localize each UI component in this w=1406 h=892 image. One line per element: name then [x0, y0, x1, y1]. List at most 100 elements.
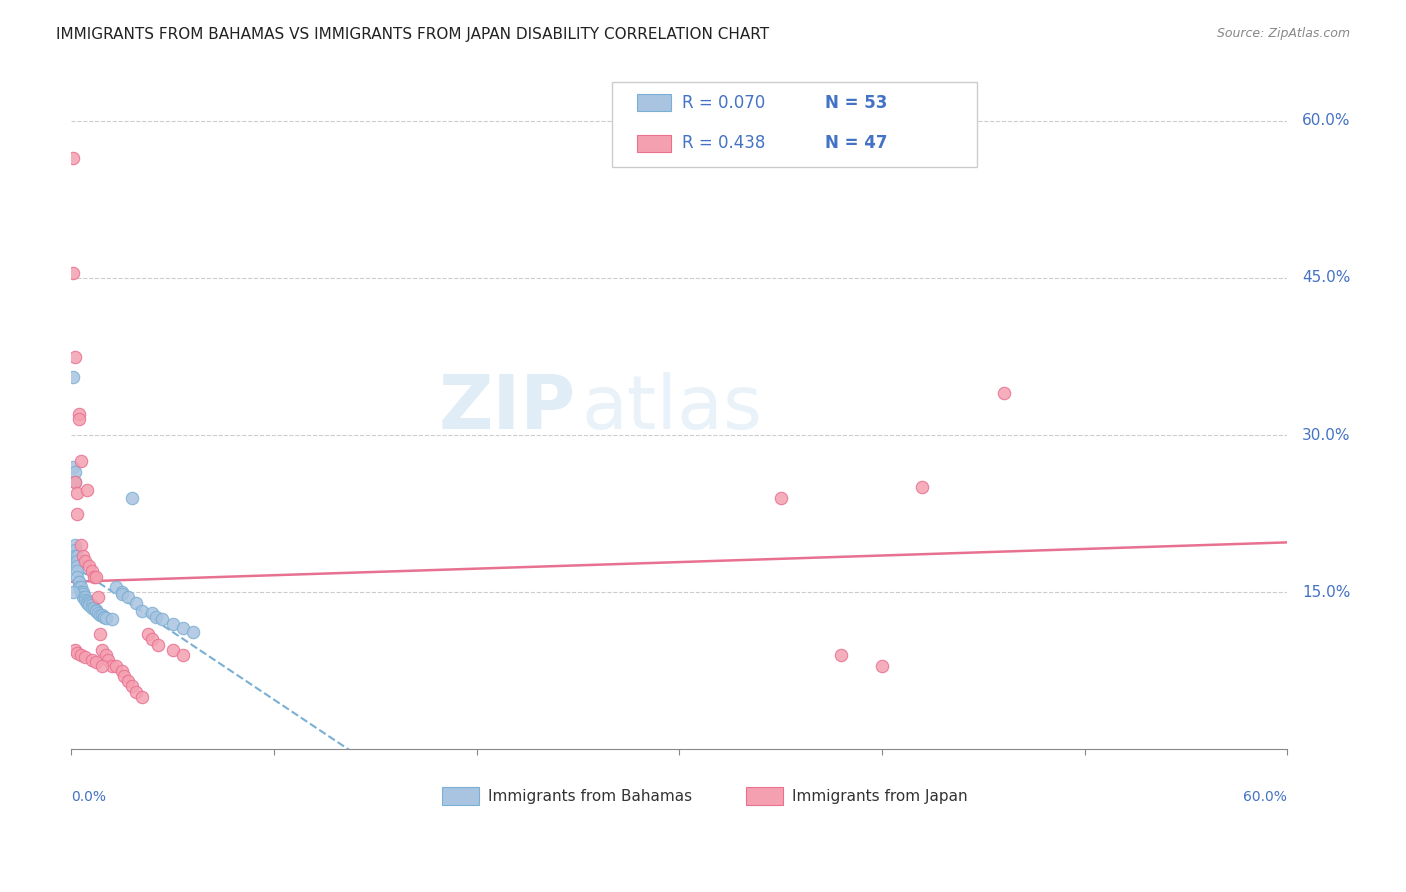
Point — [90, 642, 112, 657]
Text: 60.0%: 60.0% — [1243, 790, 1288, 805]
Point — [93, 610, 115, 624]
Point — [66, 554, 89, 568]
Point — [86, 591, 108, 605]
Text: R = 0.070: R = 0.070 — [682, 94, 765, 112]
Point — [131, 690, 153, 704]
Point — [70, 454, 93, 468]
Text: 15.0%: 15.0% — [1302, 585, 1350, 599]
Point — [97, 653, 120, 667]
Point — [65, 642, 87, 657]
Point — [65, 549, 87, 563]
Text: 60.0%: 60.0% — [1302, 113, 1350, 128]
Point — [66, 569, 89, 583]
Point — [75, 592, 97, 607]
Point — [66, 564, 89, 578]
Point — [76, 596, 98, 610]
Point — [70, 580, 93, 594]
Point — [72, 591, 94, 605]
Point — [111, 664, 134, 678]
Point — [70, 585, 93, 599]
Point — [162, 642, 184, 657]
Point — [76, 483, 98, 497]
Text: 0.0%: 0.0% — [72, 790, 107, 805]
Point — [62, 370, 84, 384]
Point — [84, 603, 107, 617]
Point — [181, 625, 204, 640]
Point — [100, 612, 122, 626]
Point — [145, 610, 167, 624]
Point — [112, 669, 135, 683]
Point — [830, 648, 852, 662]
Point — [117, 591, 139, 605]
Text: Immigrants from Bahamas: Immigrants from Bahamas — [488, 789, 692, 804]
Point — [152, 612, 174, 626]
Point — [111, 587, 134, 601]
Point — [117, 674, 139, 689]
Point — [65, 475, 87, 490]
Point — [136, 627, 159, 641]
Point — [80, 598, 103, 612]
Point — [62, 459, 84, 474]
Point — [911, 480, 934, 494]
FancyBboxPatch shape — [613, 82, 977, 167]
FancyBboxPatch shape — [637, 95, 671, 112]
Point — [62, 585, 84, 599]
Point — [79, 559, 101, 574]
Point — [66, 485, 89, 500]
Point — [66, 646, 89, 660]
Text: R = 0.438: R = 0.438 — [682, 134, 765, 152]
Point — [67, 412, 90, 426]
Point — [62, 266, 84, 280]
Point — [100, 658, 122, 673]
Point — [65, 538, 87, 552]
Text: 45.0%: 45.0% — [1302, 270, 1350, 285]
Point — [86, 606, 108, 620]
Point — [72, 587, 94, 601]
Point — [141, 606, 163, 620]
Point — [162, 616, 184, 631]
Point — [65, 475, 87, 490]
Point — [84, 656, 107, 670]
Point — [80, 653, 103, 667]
Point — [141, 632, 163, 647]
Point — [66, 507, 89, 521]
Point — [84, 604, 107, 618]
Text: Immigrants from Japan: Immigrants from Japan — [793, 789, 967, 804]
Point — [80, 601, 103, 615]
Point — [125, 596, 148, 610]
Point — [172, 648, 194, 662]
Text: ZIP: ZIP — [439, 373, 576, 445]
Point — [94, 648, 117, 662]
Point — [72, 549, 94, 563]
Point — [90, 608, 112, 623]
Point — [70, 585, 93, 599]
Point — [67, 580, 90, 594]
FancyBboxPatch shape — [747, 788, 783, 805]
Point — [66, 559, 89, 574]
Point — [121, 680, 143, 694]
Point — [67, 407, 90, 421]
Point — [172, 621, 194, 635]
Point — [121, 491, 143, 505]
Point — [104, 658, 127, 673]
Point — [75, 554, 97, 568]
Point — [125, 684, 148, 698]
FancyBboxPatch shape — [637, 135, 671, 152]
Point — [65, 543, 87, 558]
Point — [94, 611, 117, 625]
Text: Source: ZipAtlas.com: Source: ZipAtlas.com — [1216, 27, 1350, 40]
Point — [89, 608, 111, 623]
Point — [70, 648, 93, 662]
Point — [870, 658, 893, 673]
Point — [72, 585, 94, 599]
Point — [75, 650, 97, 665]
Point — [83, 569, 105, 583]
Point — [62, 151, 84, 165]
Text: 30.0%: 30.0% — [1302, 427, 1350, 442]
Point — [104, 580, 127, 594]
Point — [993, 386, 1015, 401]
Point — [89, 627, 111, 641]
Point — [76, 593, 98, 607]
Point — [111, 585, 134, 599]
Text: IMMIGRANTS FROM BAHAMAS VS IMMIGRANTS FROM JAPAN DISABILITY CORRELATION CHART: IMMIGRANTS FROM BAHAMAS VS IMMIGRANTS FR… — [56, 27, 769, 42]
